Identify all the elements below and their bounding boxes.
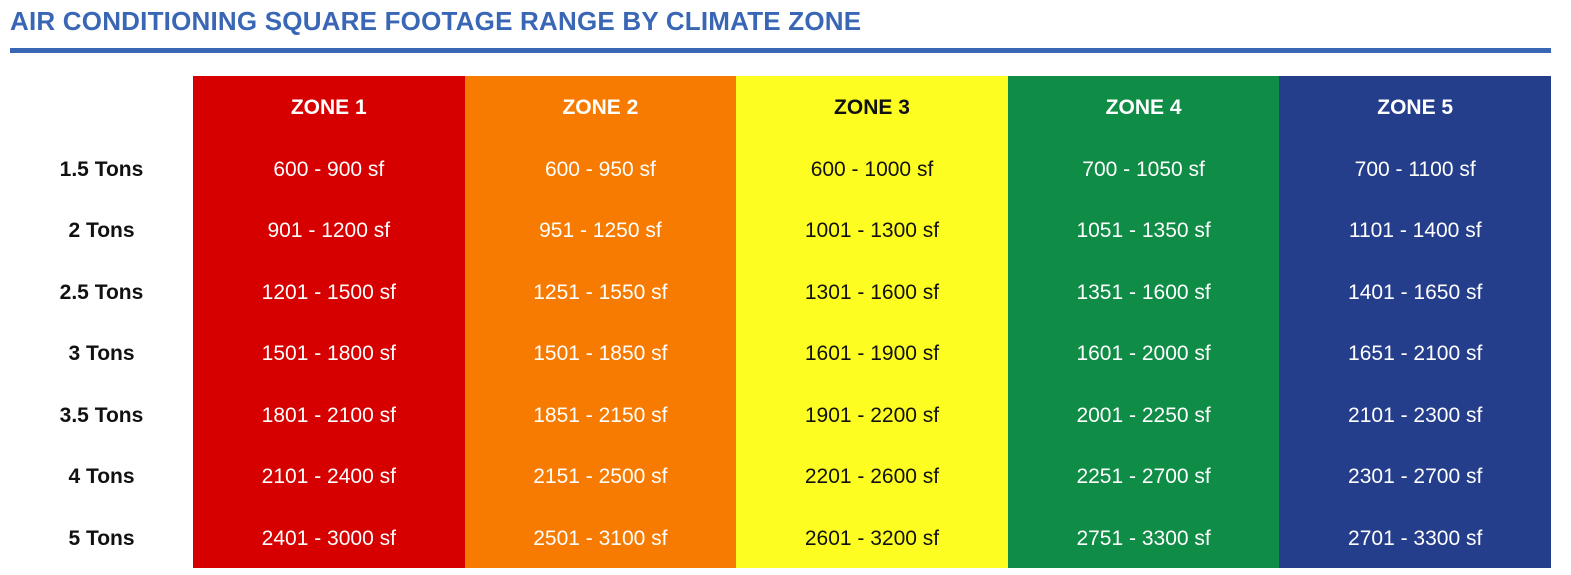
row-label: 1.5 Tons: [59, 158, 144, 181]
zone-column-3: ZONE 3 600 - 1000 sf 1001 - 1300 sf 1301 - …: [736, 76, 1008, 568]
row-label: 4 Tons: [68, 465, 135, 488]
table-cell: 1651 - 2100 sf: [1348, 342, 1483, 365]
row-label: 2.5 Tons: [59, 281, 144, 304]
table-cell: 2251 - 2700 sf: [1076, 465, 1211, 488]
chart-title: AIR CONDITIONING SQUARE FOOTAGE RANGE BY…: [10, 6, 862, 36]
zone-header: ZONE 1: [290, 96, 367, 119]
table-cell: 600 - 1000 sf: [810, 158, 934, 181]
zone-header: ZONE 2: [562, 96, 639, 119]
table-cell: 1801 - 2100 sf: [261, 404, 396, 427]
zone-column-4: ZONE 4 700 - 1050 sf 1051 - 1350 sf 1351 - …: [1007, 76, 1280, 568]
title-underline: [10, 48, 1551, 53]
table-cell: 2501 - 3100 sf: [533, 527, 668, 550]
zone-header: ZONE 3: [834, 96, 910, 119]
zone-column-2: ZONE 2 600 - 950 sf 951 - 1250 sf 1251 - 15…: [464, 76, 737, 568]
table-cell: 1601 - 2000 sf: [1076, 342, 1211, 365]
table-cell: 2001 - 2250 sf: [1076, 404, 1211, 427]
table-cell: 700 - 1050 sf: [1082, 158, 1205, 181]
table-cell: 1051 - 1350 sf: [1076, 219, 1211, 242]
zone-column-1: ZONE 1 600 - 900 sf 901 - 1200 sf 1201 - 15…: [193, 76, 465, 568]
table-cell: 951 - 1250 sf: [539, 219, 662, 242]
row-labels: 1.5 Tons 2 Tons 2.5 Tons 3 Tons 3.5 Tons 4 To…: [10, 76, 193, 568]
table-cell: 1101 - 1400 sf: [1348, 219, 1482, 242]
table-cell: 2751 - 3300 sf: [1076, 527, 1211, 550]
zone-column-5: ZONE 5 700 - 1100 sf 1101 - 1400 sf 1401 - …: [1279, 76, 1551, 568]
table-cell: 1851 - 2150 sf: [533, 404, 668, 427]
row-label: 5 Tons: [68, 527, 135, 550]
zone-table: ZONE 1 600 - 900 sf 901 - 1200 sf 1201 - 15…: [193, 76, 1551, 568]
table-cell: 2701 - 3300 sf: [1348, 527, 1483, 550]
table-cell: 2301 - 2700 sf: [1348, 465, 1483, 488]
zone-header: ZONE 4: [1105, 96, 1182, 119]
table-cell: 1351 - 1600 sf: [1076, 281, 1211, 304]
row-label: 2 Tons: [68, 219, 135, 242]
table-cell: 2101 - 2300 sf: [1348, 404, 1483, 427]
table-cell: 2601 - 3200 sf: [804, 527, 940, 550]
zone-header: ZONE 5: [1377, 96, 1454, 119]
table-cell: 1001 - 1300 sf: [804, 219, 940, 242]
table-cell: 1501 - 1850 sf: [533, 342, 668, 365]
table-cell: 1501 - 1800 sf: [261, 342, 396, 365]
table-cell: 600 - 950 sf: [544, 158, 656, 181]
table-cell: 600 - 900 sf: [273, 158, 385, 181]
table-cell: 2151 - 2500 sf: [533, 465, 668, 488]
table-cell: 901 - 1200 sf: [267, 219, 391, 242]
row-label: 3 Tons: [68, 342, 135, 365]
table-cell: 1401 - 1650 sf: [1348, 281, 1483, 304]
table-cell: 2401 - 3000 sf: [261, 527, 396, 550]
table-cell: 1201 - 1500 sf: [261, 281, 396, 304]
table-cell: 2201 - 2600 sf: [804, 465, 940, 488]
row-label: 3.5 Tons: [59, 404, 144, 427]
table-cell: 700 - 1100 sf: [1354, 158, 1476, 181]
table-cell: 1251 - 1550 sf: [533, 281, 668, 304]
table-cell: 1601 - 1900 sf: [804, 342, 940, 365]
table-cell: 2101 - 2400 sf: [261, 465, 396, 488]
table-cell: 1301 - 1600 sf: [804, 281, 940, 304]
table-cell: 1901 - 2200 sf: [804, 404, 940, 427]
